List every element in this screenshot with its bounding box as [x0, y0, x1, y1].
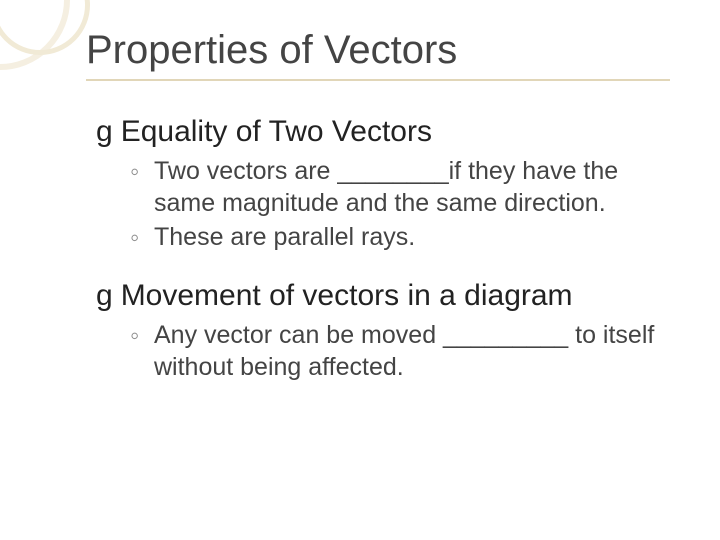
sub-bullet-icon: ◦ [130, 221, 144, 253]
section-bullet-icon: g [96, 117, 113, 147]
section-bullet-icon: g [96, 281, 113, 311]
sub-item-text: Two vectors are ________if they have the… [154, 155, 670, 219]
section-title: Movement of vectors in a diagram [121, 279, 573, 313]
slide-title: Properties of Vectors [86, 28, 670, 73]
slide-content: Properties of Vectors g Equality of Two … [0, 0, 720, 540]
list-item: ◦ Two vectors are ________if they have t… [130, 155, 670, 219]
section-movement-items: ◦ Any vector can be moved _________ to i… [130, 319, 670, 383]
sub-bullet-icon: ◦ [130, 319, 144, 351]
sub-item-text: These are parallel rays. [154, 221, 415, 253]
title-underline [86, 79, 670, 81]
list-item: ◦ Any vector can be moved _________ to i… [130, 319, 670, 383]
section-heading-equality: g Equality of Two Vectors [96, 115, 670, 149]
section-title: Equality of Two Vectors [121, 115, 432, 149]
sub-item-text: Any vector can be moved _________ to its… [154, 319, 670, 383]
section-heading-movement: g Movement of vectors in a diagram [96, 279, 670, 313]
section-equality-items: ◦ Two vectors are ________if they have t… [130, 155, 670, 253]
list-item: ◦ These are parallel rays. [130, 221, 670, 253]
sub-bullet-icon: ◦ [130, 155, 144, 187]
